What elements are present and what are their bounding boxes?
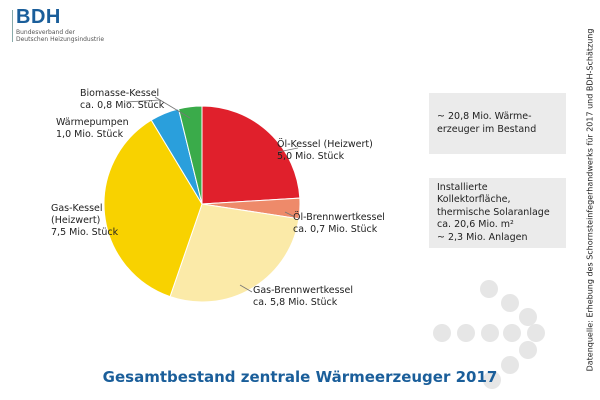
decorative-arrow-dot [527,324,545,342]
logo-subtitle: Bundesverband der Deutschen Heizungsindus… [16,29,104,43]
leader-line [154,96,191,119]
pie-slice-2 [169,203,300,303]
decorative-arrow-dot [483,371,501,389]
slice-value: 5,0 Mio. Stück [277,151,345,162]
label-waermepumpen: Wärmepumpen 1,0 Mio. Stück [56,117,129,141]
decorative-arrow-dot [519,341,537,359]
decorative-arrow-dot [501,356,519,374]
slice-value: ca. 0,8 Mio. Stück [80,100,165,111]
label-oel-brennwert: Öl-Brennwertkessel ca. 0,7 Mio. Stück [293,212,385,236]
decorative-arrow-dot [503,324,521,342]
slice-value: ca. 0,7 Mio. Stück [293,224,378,235]
info-line: ca. 20,6 Mio. m² [437,219,514,231]
label-gas-brennwert: Gas-Brennwertkessel ca. 5,8 Mio. Stück [253,285,353,309]
logo-subtitle-line: Deutschen Heizungsindustrie [16,36,105,43]
pie-slice-0 [201,105,301,205]
leader-line [284,211,294,217]
decorative-arrow-dot [501,294,519,312]
info-line: ~ 2,3 Mio. Anlagen [437,231,528,243]
decorative-arrow-dot [480,280,498,298]
slice-name: Gas-Brennwertkessel [253,285,353,296]
logo-divider [12,10,13,42]
slice-name: Biomasse-Kessel [80,88,160,99]
info-box-solar: Installierte Kollektorfläche, thermische … [429,178,566,248]
pie-slice-5 [177,105,203,205]
info-line: thermische Solaranlage [437,206,550,218]
info-line: ~ 20,8 Mio. Wärme- [437,111,532,122]
label-biomasse: Biomasse-Kessel ca. 0,8 Mio. Stück [80,88,164,112]
bdh-logo: BDH [16,6,61,28]
decorative-arrow-dot [433,324,451,342]
slice-name: Öl-Kessel (Heizwert) [277,139,373,150]
info-line: Installierte Kollektorfläche, [437,181,511,206]
slice-name: Öl-Brennwertkessel [293,212,385,223]
decorative-arrow-dot [519,308,537,326]
decorative-arrow-dot [481,324,499,342]
slice-value: 7,5 Mio. Stück [51,227,119,238]
info-box-total: ~ 20,8 Mio. Wärme-erzeuger im Bestand [429,93,566,154]
slice-name: Wärmepumpen [56,117,129,128]
decorative-arrow-dot [457,324,475,342]
source-note: Datenquelle: Erhebung des Schornsteinfeg… [585,28,595,372]
slice-value: ca. 5,8 Mio. Stück [253,297,338,308]
leader-line [277,147,299,153]
slice-value: 1,0 Mio. Stück [56,129,124,140]
info-line: erzeuger im Bestand [437,123,537,135]
label-oel-kessel: Öl-Kessel (Heizwert) 5,0 Mio. Stück [277,139,373,163]
logo-subtitle-line: Bundesverband der [16,29,76,36]
leader-line [125,99,161,103]
label-gas-kessel: Gas-Kessel (Heizwert) 7,5 Mio. Stück [51,203,119,238]
leader-line [239,284,253,293]
chart-title: Gesamtbestand zentrale Wärmeerzeuger 201… [102,368,498,386]
